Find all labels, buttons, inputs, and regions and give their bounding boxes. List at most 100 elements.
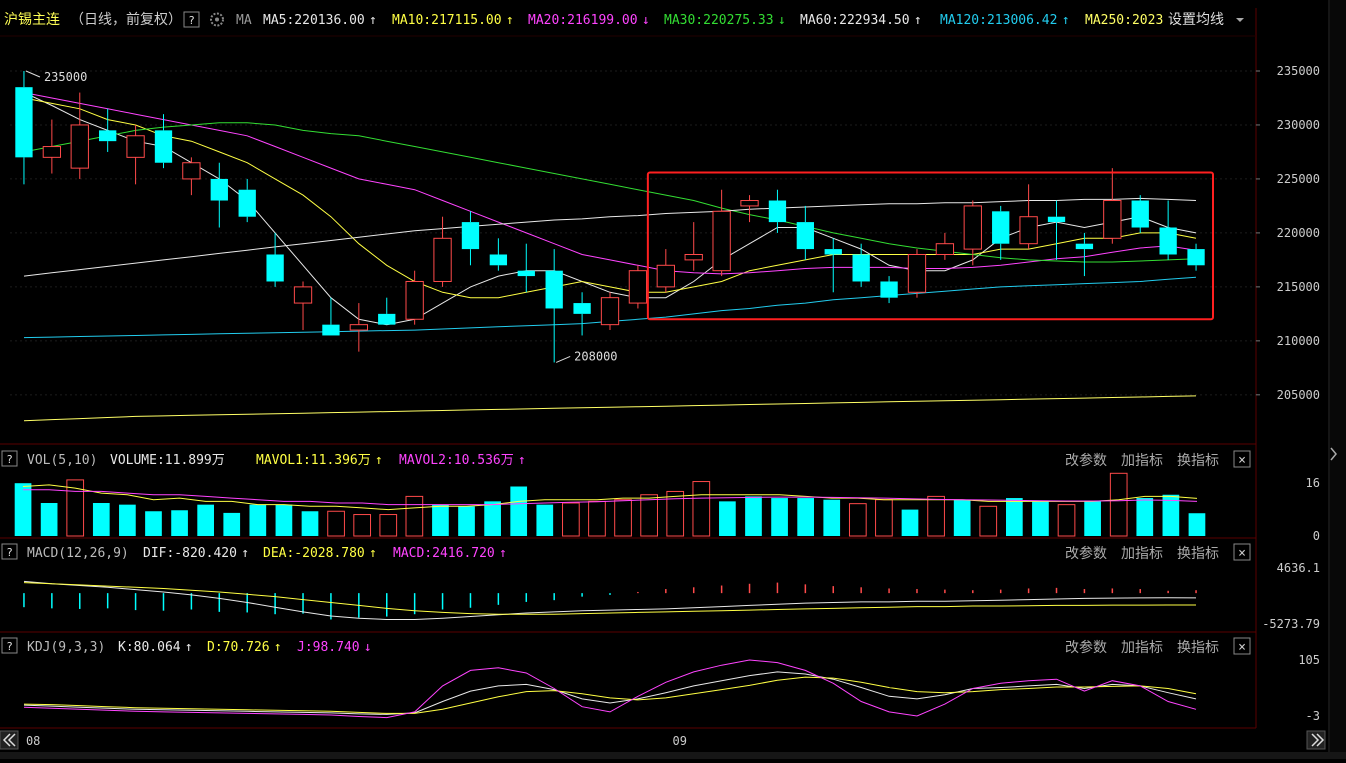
scroll-right-button[interactable] [1306, 730, 1326, 750]
highlight-rectangle[interactable] [646, 171, 1214, 321]
volume-bar[interactable] [145, 511, 162, 536]
volume-panel[interactable]: 16 0 [14, 472, 1320, 543]
volume-bar[interactable] [458, 506, 475, 536]
candle[interactable] [1131, 195, 1149, 233]
candle[interactable] [238, 178, 256, 223]
volume-bar[interactable] [875, 499, 893, 537]
volume-bar[interactable] [92, 503, 110, 536]
candlestick-panel[interactable]: 235000 230000 225000 220000 215000 210000 2050… [10, 64, 1320, 748]
candle[interactable] [349, 303, 368, 352]
volume-bar[interactable] [119, 504, 136, 536]
volume-bar[interactable] [614, 499, 632, 537]
gear-icon[interactable] [210, 12, 224, 27]
volume-bar[interactable] [719, 501, 736, 536]
vol-add-button[interactable]: 加指标 [1121, 453, 1163, 469]
volume-bar[interactable] [223, 512, 241, 536]
volume-bar[interactable] [1084, 501, 1101, 536]
candle[interactable] [1159, 200, 1177, 260]
candle[interactable] [1075, 232, 1094, 277]
candle[interactable] [907, 249, 927, 298]
volume-bar[interactable] [379, 514, 398, 537]
volume-bar[interactable] [848, 503, 867, 537]
volume-bar[interactable] [979, 505, 998, 537]
candle[interactable] [210, 162, 228, 228]
candle[interactable] [963, 200, 982, 266]
candle[interactable] [182, 157, 201, 196]
help-button[interactable]: ? [1, 543, 18, 560]
candle[interactable] [99, 108, 117, 152]
candle[interactable] [126, 124, 145, 185]
macd-close-button[interactable]: × [1233, 543, 1251, 561]
kdj-params-button[interactable]: 改参数 [1065, 639, 1107, 656]
volume-bar[interactable] [484, 501, 501, 536]
volume-bar[interactable] [40, 503, 58, 536]
candle[interactable] [573, 292, 591, 336]
candle[interactable] [293, 281, 313, 331]
help-button[interactable]: ? [1, 637, 18, 654]
volume-bar[interactable] [1057, 504, 1076, 537]
vol-switch-button[interactable]: 换指标 [1177, 452, 1219, 469]
volume-bar[interactable] [327, 510, 345, 537]
volume-bar[interactable] [562, 502, 580, 537]
candle[interactable] [684, 222, 703, 271]
volume-bar[interactable] [301, 511, 319, 536]
volume-bar[interactable] [536, 504, 554, 536]
candle[interactable] [489, 238, 508, 271]
macd-params-button[interactable]: 改参数 [1065, 545, 1107, 562]
volume-bar[interactable] [275, 504, 293, 536]
candle[interactable] [322, 297, 340, 336]
volume-bar[interactable] [1188, 513, 1206, 536]
candle[interactable] [70, 92, 89, 179]
volume-bar[interactable] [510, 486, 528, 537]
candle[interactable] [712, 189, 731, 277]
volume-bar[interactable] [823, 499, 841, 536]
volume-bar[interactable] [14, 483, 32, 536]
candle[interactable] [405, 270, 424, 325]
vol-params-button[interactable]: 改参数 [1065, 452, 1107, 469]
volume-bar[interactable] [1006, 498, 1023, 536]
candle[interactable] [1103, 168, 1122, 244]
volume-bar[interactable] [66, 479, 85, 537]
volume-bar[interactable] [640, 494, 658, 537]
macd-switch-button[interactable]: 换指标 [1177, 545, 1219, 562]
volume-bar[interactable] [1109, 472, 1128, 537]
chevron-right-icon[interactable] [1330, 447, 1337, 461]
candle[interactable] [992, 205, 1010, 260]
kdj-close-button[interactable]: × [1233, 637, 1251, 655]
candle[interactable] [1019, 184, 1038, 250]
volume-bar[interactable] [771, 498, 788, 536]
volume-bar[interactable] [927, 495, 945, 537]
volume-bar[interactable] [1136, 498, 1154, 536]
help-button[interactable]: ? [183, 11, 200, 28]
candle[interactable] [545, 249, 563, 363]
candle[interactable] [42, 119, 62, 174]
candle[interactable] [740, 195, 759, 223]
candle[interactable] [433, 216, 452, 287]
volume-bar[interactable] [797, 498, 814, 536]
vol-close-button[interactable]: × [1233, 450, 1251, 468]
candle[interactable] [656, 249, 675, 293]
candle[interactable] [600, 292, 620, 331]
volume-bar[interactable] [1162, 494, 1180, 536]
macd-panel[interactable]: 4636.1 -5273.79 [23, 561, 1320, 631]
volume-bar[interactable] [171, 510, 188, 536]
ui-controls[interactable]: ? 设置均线? 改参数 加指标 换指标 ×? 改参数 加指标 换指标 ×? 改参数 加指标 换指标 × [0, 11, 1346, 759]
volume-bar[interactable] [588, 500, 606, 537]
ma-settings-link[interactable]: 设置均线 [1168, 12, 1244, 28]
kdj-panel[interactable]: 105 -3 [23, 653, 1320, 723]
candle[interactable] [15, 70, 33, 185]
candle[interactable] [628, 265, 648, 309]
kdj-add-button[interactable]: 加指标 [1121, 640, 1163, 656]
volume-bar[interactable] [953, 499, 971, 536]
candle[interactable] [517, 243, 535, 293]
candle[interactable] [461, 211, 480, 266]
candle[interactable] [378, 297, 396, 325]
volume-bar[interactable] [901, 509, 919, 536]
kdj-switch-button[interactable]: 换指标 [1177, 639, 1219, 656]
candle[interactable] [768, 189, 787, 233]
candle[interactable] [935, 232, 955, 260]
volume-bar[interactable] [692, 481, 711, 537]
candle[interactable] [880, 276, 898, 304]
scroll-left-button[interactable] [0, 730, 19, 750]
volume-bar[interactable] [353, 514, 372, 537]
